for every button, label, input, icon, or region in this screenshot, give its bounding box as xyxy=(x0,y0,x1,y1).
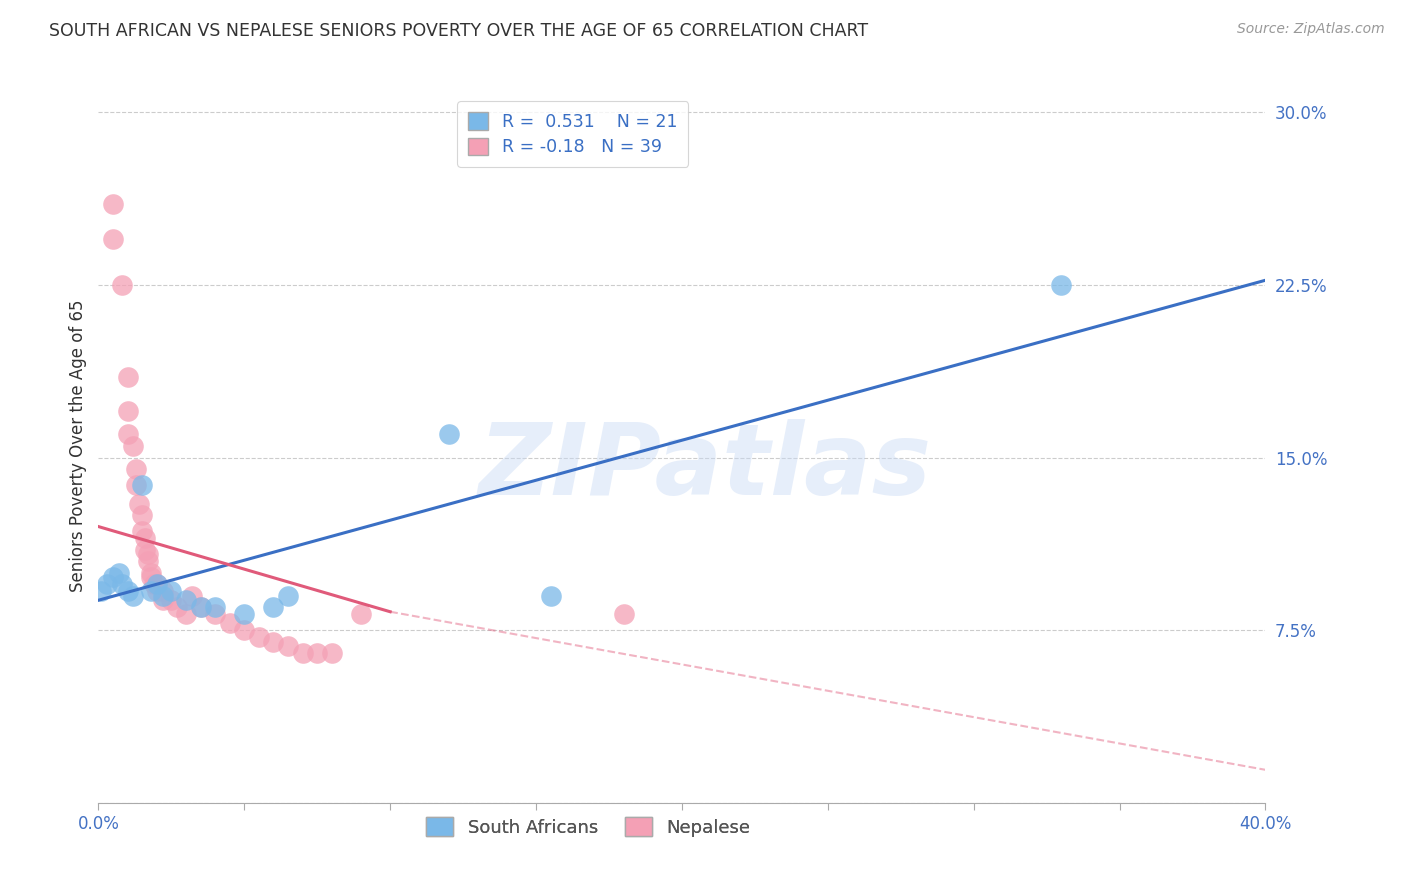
Point xyxy=(139,570,162,584)
Point xyxy=(139,584,162,599)
Point xyxy=(180,589,202,603)
Point xyxy=(204,600,226,615)
Point xyxy=(291,646,314,660)
Text: ZIPatlas: ZIPatlas xyxy=(478,419,932,516)
Point xyxy=(122,589,145,603)
Point xyxy=(117,427,139,442)
Point xyxy=(204,607,226,621)
Point xyxy=(117,584,139,599)
Point xyxy=(142,577,165,591)
Point xyxy=(247,630,270,644)
Point xyxy=(96,577,118,591)
Point xyxy=(125,478,148,492)
Point xyxy=(190,600,212,615)
Y-axis label: Seniors Poverty Over the Age of 65: Seniors Poverty Over the Age of 65 xyxy=(69,300,87,592)
Point xyxy=(174,607,197,621)
Point xyxy=(540,589,562,603)
Point xyxy=(111,277,134,292)
Point xyxy=(134,531,156,545)
Point xyxy=(160,584,183,599)
Point xyxy=(277,640,299,654)
Point xyxy=(233,607,256,621)
Point xyxy=(117,370,139,384)
Point xyxy=(111,577,134,591)
Point xyxy=(101,197,124,211)
Point xyxy=(136,547,159,561)
Point xyxy=(350,607,373,621)
Point xyxy=(108,566,131,580)
Point xyxy=(1050,277,1073,292)
Point xyxy=(117,404,139,418)
Point xyxy=(90,584,112,599)
Point xyxy=(262,634,284,648)
Point xyxy=(277,589,299,603)
Point xyxy=(136,554,159,568)
Point xyxy=(131,478,153,492)
Point xyxy=(307,646,329,660)
Point xyxy=(131,508,153,522)
Point xyxy=(152,584,174,599)
Point xyxy=(262,600,284,615)
Point xyxy=(122,439,145,453)
Point xyxy=(160,593,183,607)
Point xyxy=(190,600,212,615)
Point xyxy=(166,600,188,615)
Point xyxy=(152,589,174,603)
Point xyxy=(174,593,197,607)
Point xyxy=(233,623,256,637)
Point xyxy=(101,570,124,584)
Legend: South Africans, Nepalese: South Africans, Nepalese xyxy=(419,810,758,844)
Point xyxy=(146,577,169,591)
Point xyxy=(139,566,162,580)
Point xyxy=(612,607,634,621)
Point xyxy=(321,646,343,660)
Point xyxy=(146,584,169,599)
Point xyxy=(128,497,150,511)
Point xyxy=(134,542,156,557)
Text: SOUTH AFRICAN VS NEPALESE SENIORS POVERTY OVER THE AGE OF 65 CORRELATION CHART: SOUTH AFRICAN VS NEPALESE SENIORS POVERT… xyxy=(49,22,869,40)
Point xyxy=(101,232,124,246)
Point xyxy=(437,427,460,442)
Point xyxy=(125,462,148,476)
Point xyxy=(152,593,174,607)
Point xyxy=(146,577,169,591)
Text: Source: ZipAtlas.com: Source: ZipAtlas.com xyxy=(1237,22,1385,37)
Point xyxy=(131,524,153,538)
Point xyxy=(218,616,240,631)
